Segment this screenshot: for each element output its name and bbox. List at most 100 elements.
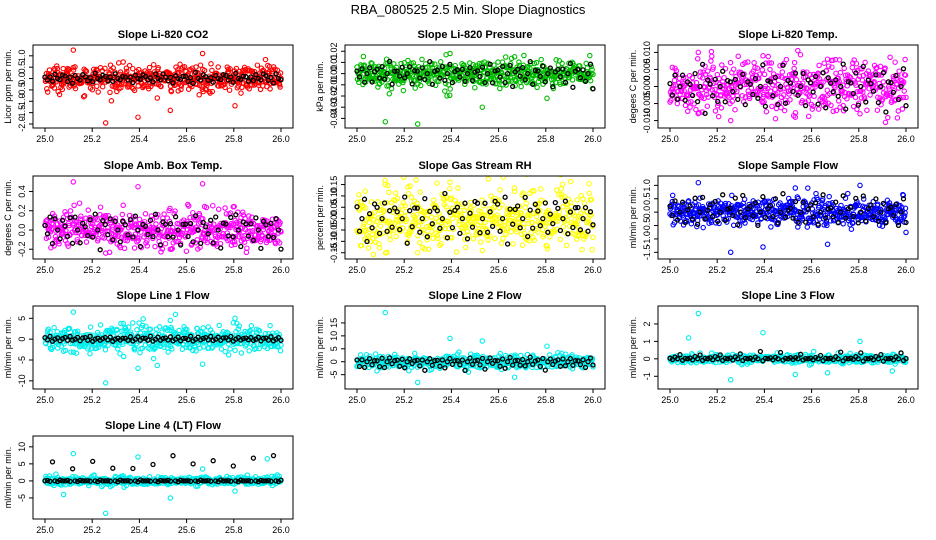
reference-point (62, 73, 68, 79)
data-point (110, 65, 116, 71)
data-point (583, 60, 589, 67)
y-tick-label: -10 (17, 374, 27, 387)
reference-point (135, 227, 141, 233)
reference-point (737, 209, 743, 215)
reference-point (147, 217, 154, 224)
data-point (215, 64, 221, 70)
reference-point (213, 214, 219, 220)
data-point (372, 239, 379, 246)
y-tick-label: 0.0 (17, 72, 27, 85)
data-point (227, 346, 233, 352)
points-layer (42, 309, 284, 386)
reference-point (198, 77, 204, 83)
data-point (762, 86, 768, 92)
data-point (231, 203, 237, 210)
data-point (56, 91, 63, 98)
y-tick-label: 0.0 (642, 206, 652, 219)
reference-point (273, 216, 279, 222)
data-point (408, 194, 415, 201)
data-point (879, 96, 886, 103)
reference-point (464, 70, 471, 77)
reference-point (92, 70, 98, 76)
data-point (410, 60, 417, 66)
data-point (767, 88, 774, 94)
data-point (129, 84, 135, 91)
y-axis-label: ml/min per min. (315, 317, 325, 379)
data-point (455, 201, 462, 208)
reference-point (805, 206, 811, 213)
reference-point (155, 334, 161, 340)
reference-point (462, 78, 468, 85)
reference-point (107, 334, 113, 340)
data-point (172, 330, 178, 337)
reference-point (374, 66, 380, 73)
reference-point (582, 204, 589, 211)
outlier-point (70, 309, 77, 315)
data-point (739, 92, 746, 99)
reference-point (180, 221, 186, 228)
reference-point (863, 99, 869, 105)
reference-point (575, 66, 581, 73)
data-point (456, 221, 462, 228)
reference-point (215, 227, 221, 233)
x-tick-label: 25.6 (178, 265, 196, 275)
data-point (155, 64, 161, 71)
data-point (356, 192, 362, 198)
data-point (64, 65, 71, 72)
data-point (497, 350, 503, 357)
data-point (393, 233, 399, 240)
data-point (810, 103, 816, 109)
data-point (874, 107, 881, 113)
y-tick-label: 0 (17, 337, 27, 342)
data-point (417, 82, 424, 89)
reference-point (727, 205, 733, 211)
data-point (712, 108, 719, 114)
data-point (795, 195, 801, 202)
data-point (547, 234, 553, 240)
data-point (147, 326, 154, 332)
data-point (119, 225, 125, 231)
reference-point (72, 72, 78, 79)
data-point (669, 198, 676, 205)
data-point (131, 245, 138, 251)
reference-point (258, 245, 264, 252)
outlier-point (167, 246, 174, 252)
data-point (840, 221, 846, 227)
reference-point (187, 75, 194, 81)
data-point (360, 53, 367, 60)
reference-point (147, 333, 154, 339)
data-point (144, 238, 150, 244)
reference-point (42, 74, 48, 80)
data-point (459, 201, 465, 207)
data-point (477, 219, 483, 226)
reference-point (137, 243, 144, 250)
data-point (119, 211, 126, 218)
reference-point (777, 209, 784, 215)
data-point (715, 113, 722, 120)
reference-point (530, 81, 536, 87)
data-point (442, 80, 449, 87)
y-tick-label: 0.00 (329, 210, 339, 228)
data-point (80, 93, 87, 100)
reference-point (807, 80, 814, 86)
panel-title: Slope Gas Stream RH (418, 160, 531, 172)
reference-point (392, 205, 398, 211)
data-point (507, 74, 513, 81)
reference-point (69, 80, 76, 86)
reference-point (527, 58, 533, 65)
reference-point (682, 97, 688, 103)
data-point (412, 85, 418, 91)
reference-point (504, 70, 511, 77)
data-point (155, 211, 161, 218)
data-point (864, 107, 870, 114)
data-point (374, 368, 380, 374)
data-point (126, 62, 133, 69)
data-point (431, 71, 437, 78)
reference-point (870, 213, 877, 220)
data-point (455, 185, 461, 191)
reference-point (692, 70, 698, 77)
reference-point (47, 214, 53, 220)
data-point (232, 347, 238, 354)
reference-point (547, 211, 553, 217)
